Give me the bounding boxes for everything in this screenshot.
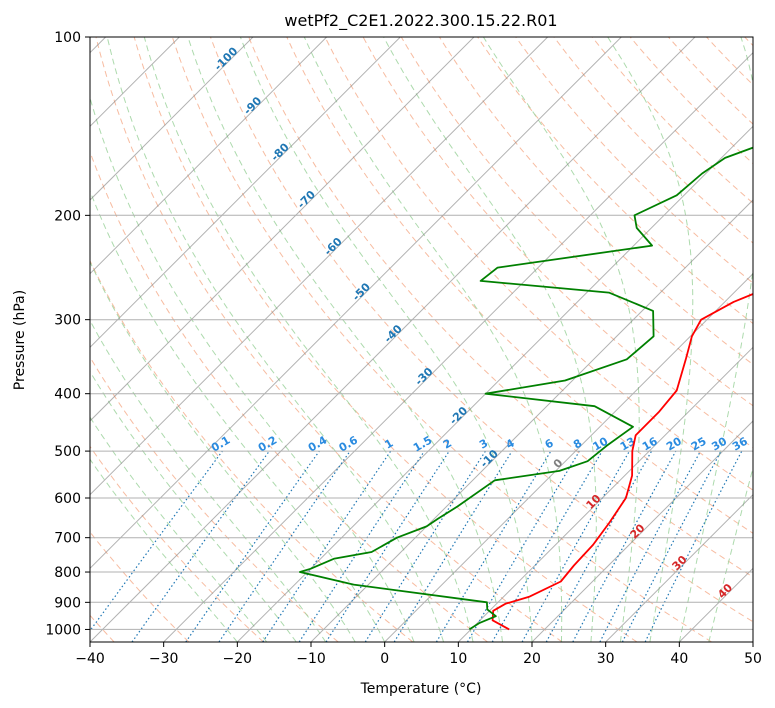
moist-adiabat-line <box>90 189 386 642</box>
x-tick-label: 50 <box>744 651 762 667</box>
y-tick-label: 200 <box>54 208 81 224</box>
x-tick-label: −20 <box>223 651 253 667</box>
isotherm-line <box>90 37 549 496</box>
mixing-ratio-line <box>325 450 450 642</box>
dry-adiabat-line <box>591 37 753 204</box>
moist-adiabat-line <box>187 37 503 642</box>
moist-adiabat-line <box>239 37 533 642</box>
pressure-gridlines <box>90 37 753 630</box>
isotherm-line <box>236 125 753 642</box>
moist-adiabat-line <box>678 37 753 642</box>
mixing-ratio-line <box>572 450 677 642</box>
dry-adiabat-line <box>90 445 264 642</box>
isotherm-line <box>531 420 753 642</box>
y-tick-label: 800 <box>54 565 81 581</box>
isotherm-line <box>310 199 753 642</box>
temperature-profile <box>491 293 753 631</box>
mixing-ratio-line <box>262 450 392 642</box>
y-tick-label: 600 <box>54 491 81 507</box>
mixing-ratio-line <box>131 450 270 642</box>
dry-adiabat-line <box>171 37 712 642</box>
x-tick-label: 0 <box>380 651 389 667</box>
mixing-ratio-line <box>218 450 351 642</box>
moist-adiabat-line <box>90 319 327 642</box>
y-axis-title: Pressure (hPa) <box>12 290 28 390</box>
dry-adiabat-line <box>515 37 753 284</box>
moist-adiabat-line <box>90 416 268 642</box>
moist-adiabat-line <box>90 370 297 642</box>
mixing-ratio-line <box>644 450 743 642</box>
x-axis-title: Temperature (°C) <box>360 681 482 697</box>
y-tick-label: 300 <box>54 313 81 329</box>
moist-adiabat-line <box>106 37 445 642</box>
x-tick-label: −30 <box>149 651 179 667</box>
isotherm-line <box>90 37 475 422</box>
y-tick-label: 400 <box>54 387 81 403</box>
moist-adiabats <box>90 37 753 642</box>
moist-adiabat-line <box>90 458 238 642</box>
dry-adiabat-line <box>400 37 753 407</box>
dry-adiabat-line <box>133 37 638 642</box>
dry-adiabat-line <box>629 37 753 165</box>
mixing-ratio-line <box>521 450 631 642</box>
y-axis-ticks: 100 200 300 400 500 600 700 800 900 1000 <box>45 30 90 638</box>
y-tick-label: 500 <box>54 444 81 460</box>
isotherm-line <box>90 37 254 201</box>
mixing-ratio-line <box>298 450 425 642</box>
isotherms <box>90 37 753 642</box>
sounding-profiles <box>299 146 753 631</box>
x-axis-ticks: −40 −30 −20 −10 0 10 20 30 40 50 <box>75 642 762 667</box>
isotherm-line <box>605 493 753 642</box>
moist-adiabat-line <box>303 37 563 642</box>
moist-adiabat-line <box>90 260 356 642</box>
isotherm-line <box>163 51 753 642</box>
y-tick-label: 1000 <box>45 622 81 638</box>
isotherm-line <box>90 37 401 349</box>
plot-frame <box>89 36 754 643</box>
moist-adiabat-line <box>482 37 640 642</box>
moist-adiabat-line <box>607 37 694 642</box>
moist-adiabat-line <box>383 37 597 642</box>
dry-adiabat-line <box>248 37 753 578</box>
moist-adiabat-line <box>708 466 753 642</box>
mixing-ratio-line <box>90 450 223 632</box>
dry-adiabat-line <box>477 37 753 325</box>
x-tick-label: 20 <box>523 651 541 667</box>
plot-area: -100-90-80-70-60-50-40-30-20-10 010203040… <box>90 37 753 642</box>
dry-adiabat-line <box>210 37 753 623</box>
mixing-ratio-line <box>393 450 513 642</box>
y-tick-label: 700 <box>54 531 81 547</box>
x-tick-label: −40 <box>75 651 105 667</box>
moist-adiabat-line <box>143 37 474 642</box>
chart-title: wetPf2_C2E1.2022.300.15.22.R01 <box>284 11 557 31</box>
isotherm-line <box>384 272 753 642</box>
x-tick-label: 30 <box>597 651 615 667</box>
y-tick-label: 100 <box>54 30 81 46</box>
y-tick-label: 900 <box>54 595 81 611</box>
moist-adiabat-line <box>90 96 415 642</box>
dry-adiabat-line <box>90 259 414 642</box>
dewpoint-profile <box>299 146 753 631</box>
dry-adiabat-line <box>324 37 753 491</box>
x-tick-label: −10 <box>296 651 326 667</box>
isotherm-line <box>457 346 753 642</box>
x-tick-label: 10 <box>449 651 467 667</box>
isotherm-line <box>90 37 622 570</box>
isotherm-line <box>90 37 696 642</box>
mixing-ratio-lines <box>90 450 743 642</box>
mixing-ratio-line <box>185 450 320 642</box>
dry-adiabats <box>90 37 753 642</box>
isotherm-line <box>90 37 328 275</box>
dry-adiabat-line <box>95 37 563 642</box>
x-tick-label: 40 <box>670 651 688 667</box>
